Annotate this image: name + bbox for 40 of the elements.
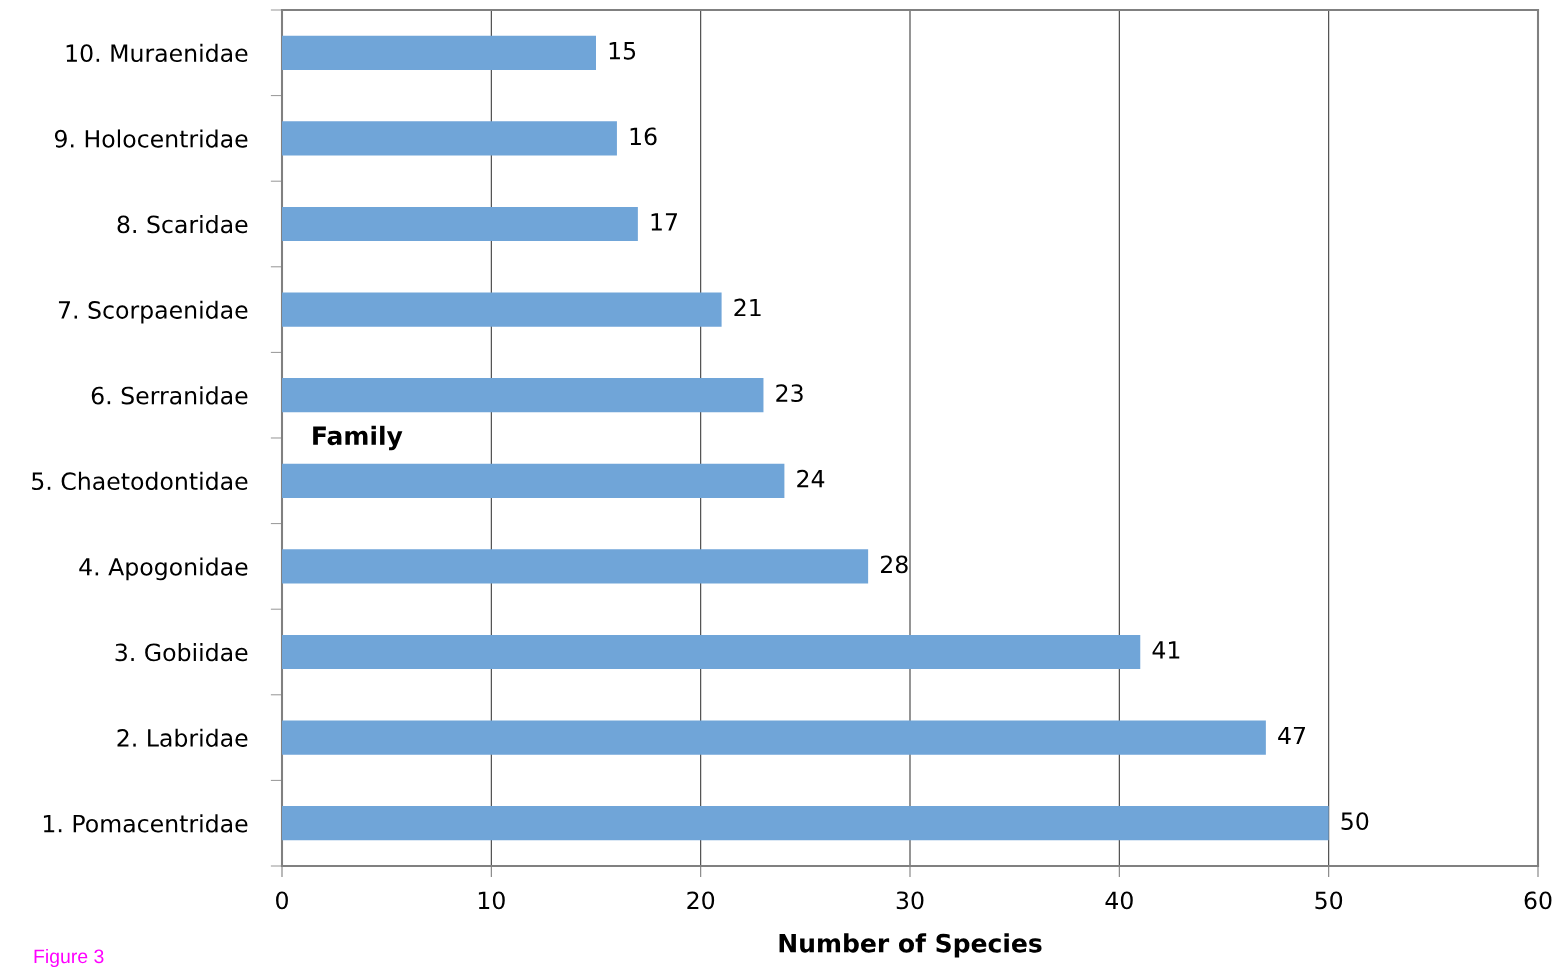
y-tick-label: 7. Scorpaenidae bbox=[58, 300, 248, 324]
data-label: 15 bbox=[609, 42, 636, 60]
data-label: 21 bbox=[734, 298, 761, 317]
x-axis-title: Number of Species bbox=[779, 933, 1042, 958]
y-tick-label: 1. Pomacentridae bbox=[43, 814, 248, 833]
bar bbox=[282, 549, 869, 584]
x-tick-label: 40 bbox=[1105, 891, 1133, 910]
x-tick-label: 10 bbox=[478, 891, 505, 910]
y-tick-label: 5. Chaetodontidae bbox=[32, 471, 248, 491]
y-tick-label: 10. Muraenidae bbox=[66, 43, 248, 63]
bar bbox=[282, 463, 785, 498]
x-tick-label: 0 bbox=[276, 891, 288, 910]
y-tick-label: 3. Gobiidae bbox=[115, 643, 248, 662]
data-label: 23 bbox=[776, 384, 803, 403]
caption: Figure 3 bbox=[34, 948, 104, 968]
x-tick-label: 60 bbox=[1524, 891, 1552, 910]
data-label: 16 bbox=[630, 127, 657, 146]
y-axis-title: Family bbox=[313, 425, 403, 451]
y-tick-label: 8. Scaridae bbox=[117, 215, 248, 234]
bar bbox=[282, 634, 1141, 670]
bar bbox=[282, 121, 617, 156]
bar bbox=[282, 292, 722, 327]
x-tick-label: 30 bbox=[896, 891, 924, 910]
y-tick-label: 4. Apogonidae bbox=[79, 557, 248, 581]
x-tick-label: 20 bbox=[687, 891, 715, 910]
x-tick-label: 50 bbox=[1315, 891, 1343, 910]
y-tick-label: 2. Labridae bbox=[117, 728, 248, 747]
data-label: 41 bbox=[1152, 641, 1180, 659]
bar bbox=[282, 806, 1329, 841]
data-label: 24 bbox=[797, 469, 825, 488]
data-label: 28 bbox=[880, 555, 908, 574]
y-tick-label: 9. Holocentridae bbox=[54, 129, 248, 148]
y-tick-label: 6. Serranidae bbox=[91, 386, 248, 405]
data-label: 50 bbox=[1341, 812, 1369, 831]
bar bbox=[282, 35, 596, 70]
data-label: 17 bbox=[651, 213, 677, 231]
bar bbox=[282, 206, 638, 242]
bar bbox=[282, 720, 1266, 755]
data-label: 47 bbox=[1278, 726, 1305, 745]
bar bbox=[282, 378, 764, 413]
